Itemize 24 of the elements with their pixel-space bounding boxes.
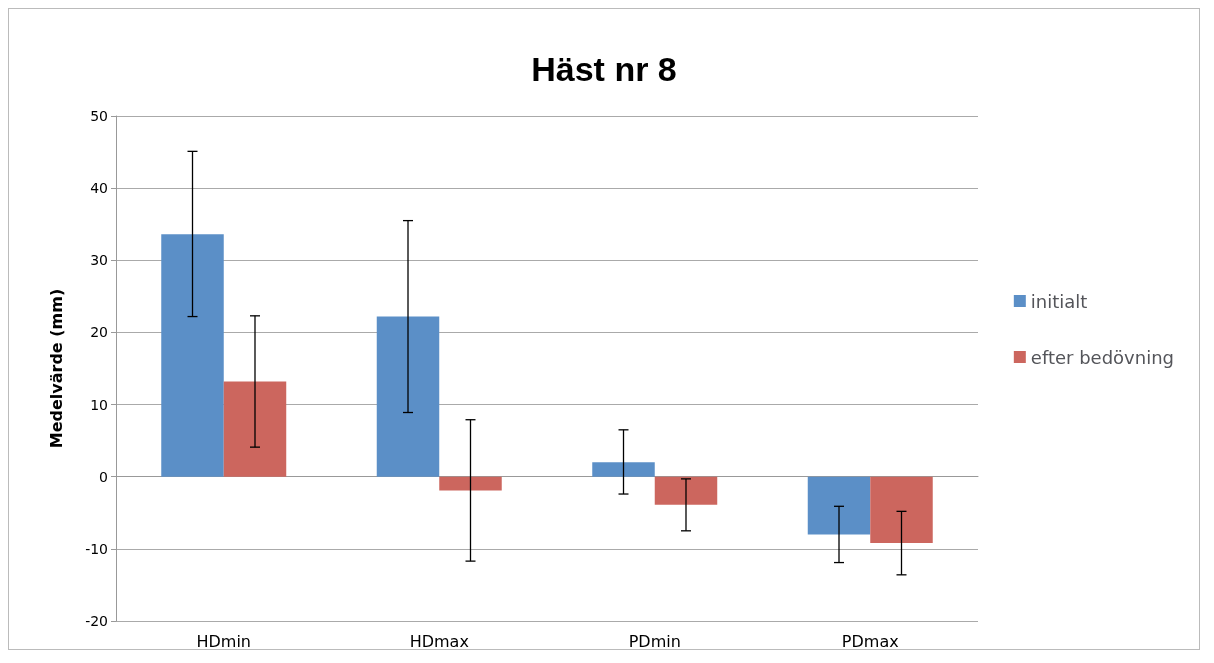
chart-title: Häst nr 8 — [531, 50, 677, 88]
x-tick-label: PDmax — [841, 631, 899, 651]
bar — [161, 234, 224, 477]
bar — [376, 316, 440, 477]
x-tick-label: HDmax — [409, 631, 469, 651]
y-tick-label: 10 — [90, 396, 108, 413]
y-axis-title: Medelvärde (mm) — [46, 288, 66, 449]
x-tick-label: HDmin — [196, 631, 252, 651]
y-tick-label: 50 — [90, 108, 108, 124]
y-tick-label: -10 — [85, 540, 108, 557]
bar — [807, 476, 871, 535]
x-tick-label: PDmin — [628, 631, 681, 651]
bar — [223, 381, 287, 477]
y-tick-label: 0 — [99, 468, 108, 485]
bar — [592, 462, 655, 477]
bar — [439, 476, 502, 491]
y-tick-label: -20 — [85, 613, 108, 629]
legend-label: initialt — [1030, 290, 1088, 312]
y-tick-label: 20 — [90, 324, 108, 341]
legend-label: efter bedövning — [1030, 346, 1174, 368]
bar — [654, 476, 718, 505]
y-tick-label: 40 — [90, 180, 108, 197]
bar — [870, 476, 933, 544]
y-tick-label: 30 — [90, 252, 108, 269]
